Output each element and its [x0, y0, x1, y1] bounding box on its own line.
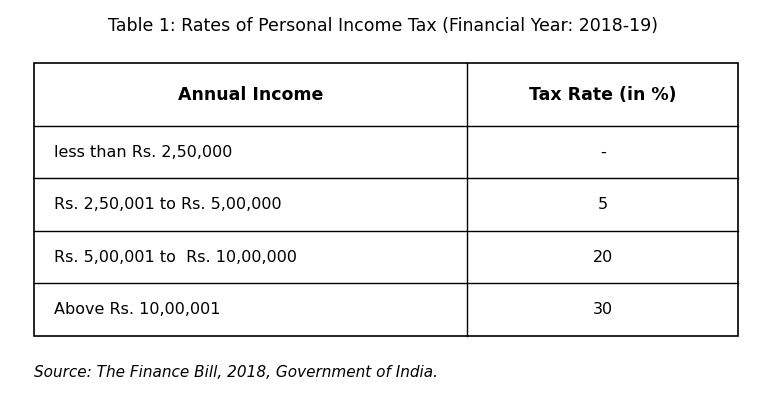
Text: Table 1: Rates of Personal Income Tax (Financial Year: 2018-19): Table 1: Rates of Personal Income Tax (F…: [108, 18, 657, 35]
Text: 30: 30: [593, 302, 613, 317]
Text: 5: 5: [597, 197, 608, 212]
Text: Source: The Finance Bill, 2018, Government of India.: Source: The Finance Bill, 2018, Governme…: [34, 365, 438, 380]
Text: less than Rs. 2,50,000: less than Rs. 2,50,000: [54, 145, 232, 160]
Text: Rs. 5,00,001 to  Rs. 10,00,000: Rs. 5,00,001 to Rs. 10,00,000: [54, 249, 297, 265]
Text: 20: 20: [593, 249, 613, 265]
Text: Annual Income: Annual Income: [178, 85, 324, 103]
Text: Rs. 2,50,001 to Rs. 5,00,000: Rs. 2,50,001 to Rs. 5,00,000: [54, 197, 282, 212]
Text: Tax Rate (in %): Tax Rate (in %): [529, 85, 676, 103]
Text: Above Rs. 10,00,001: Above Rs. 10,00,001: [54, 302, 220, 317]
Text: -: -: [600, 145, 606, 160]
